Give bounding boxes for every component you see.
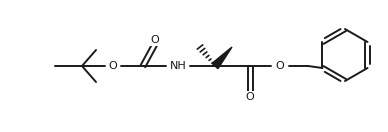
Text: O: O (151, 35, 159, 45)
Text: NH: NH (170, 61, 186, 71)
Text: O: O (246, 92, 255, 102)
Text: O: O (109, 61, 118, 71)
Text: O: O (275, 61, 284, 71)
Polygon shape (212, 47, 232, 69)
